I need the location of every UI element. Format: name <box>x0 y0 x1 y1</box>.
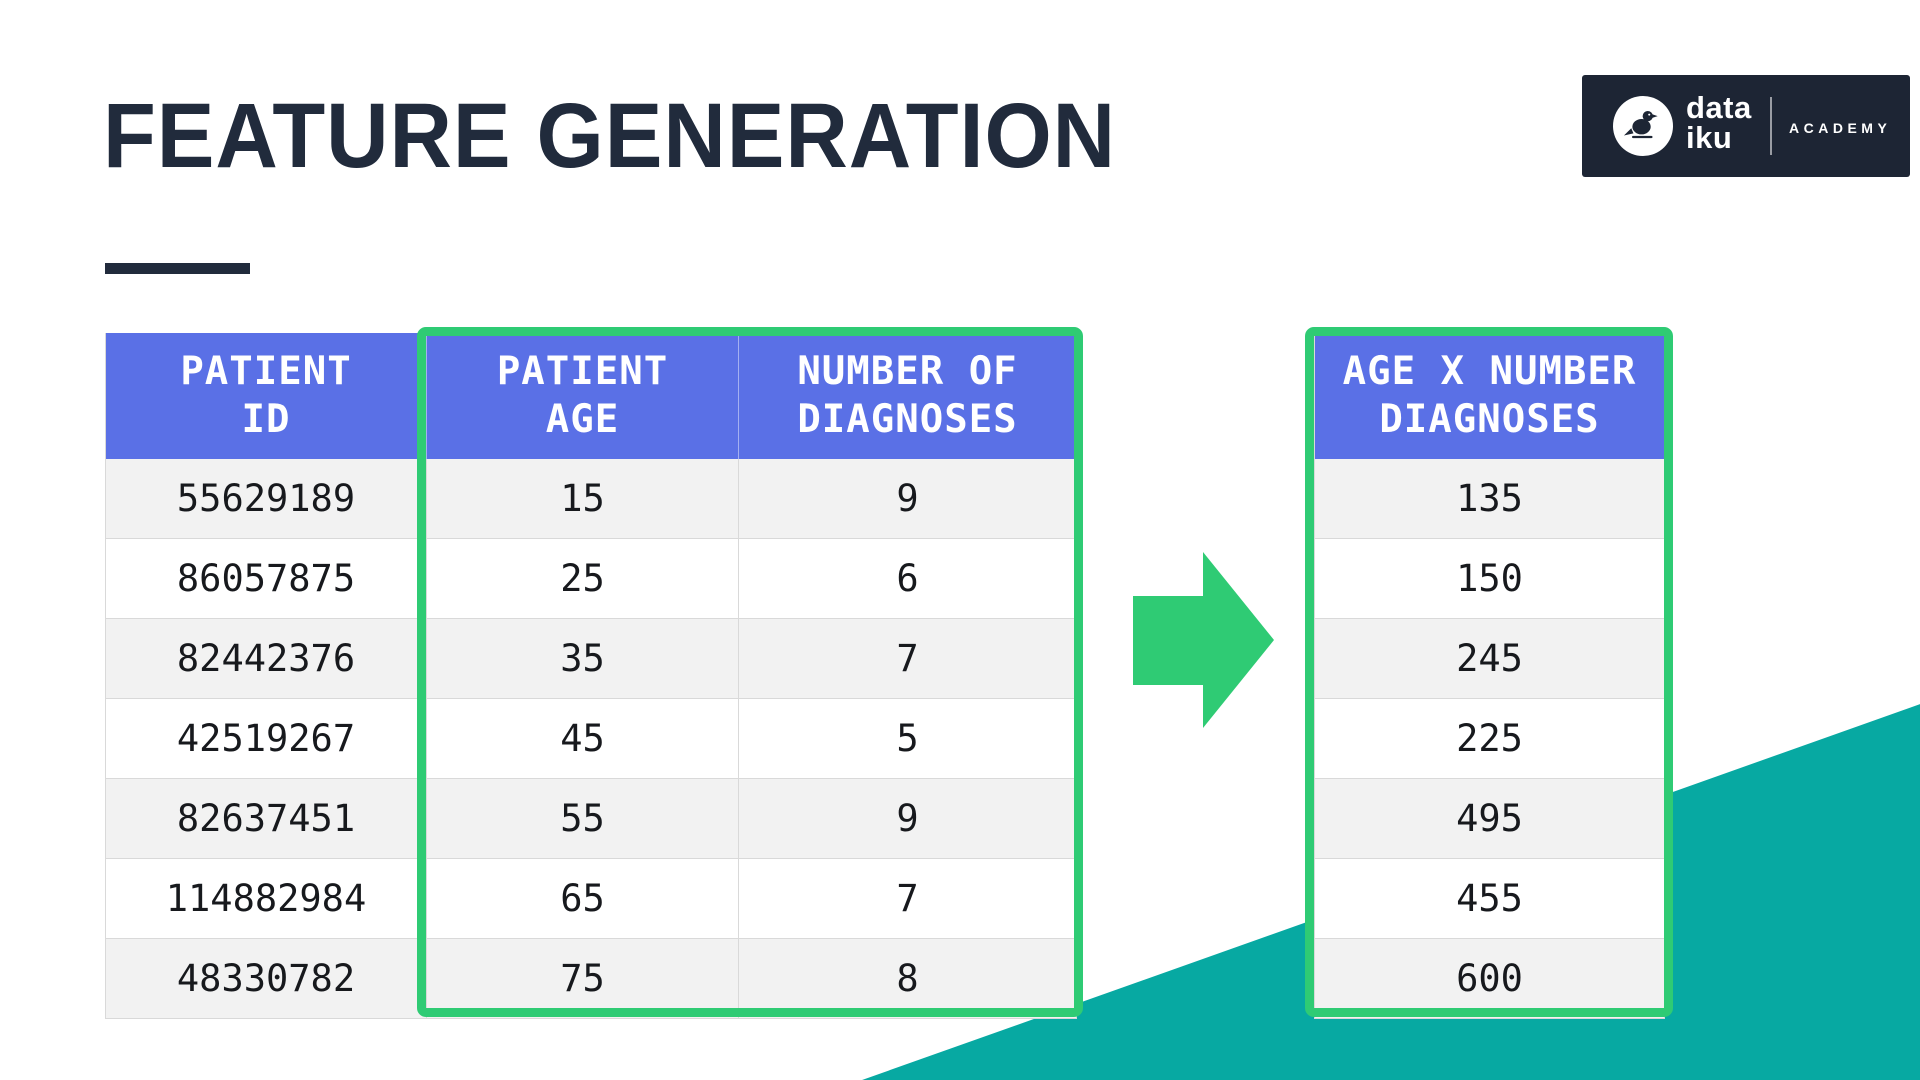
logo-academy-label: ACADEMY <box>1789 120 1892 136</box>
arrow-head <box>1203 552 1274 728</box>
cell-patient-id: 82637451 <box>106 779 426 859</box>
dataiku-bird-icon <box>1623 110 1658 139</box>
table-row: 42519267 45 5 <box>106 699 1076 779</box>
cell-num-diagnoses: 7 <box>738 619 1076 699</box>
cell-patient-age: 25 <box>426 539 738 619</box>
table-row: 82637451 55 9 <box>106 779 1076 859</box>
cell-patient-age: 15 <box>426 459 738 539</box>
cell-num-diagnoses: 5 <box>738 699 1076 779</box>
header-line: DIAGNOSES <box>797 397 1018 442</box>
cell-patient-id: 55629189 <box>106 459 426 539</box>
column-header-age-x-number-diagnoses: AGE X NUMBER DIAGNOSES <box>1315 333 1664 459</box>
logo-word-top: data <box>1686 90 1752 125</box>
table-row: 135 <box>1315 459 1664 539</box>
arrow-shaft <box>1133 596 1205 685</box>
cell-num-diagnoses: 6 <box>738 539 1076 619</box>
result-table: AGE X NUMBER DIAGNOSES 135 150 245 225 4… <box>1314 333 1665 1019</box>
cell-generated-feature: 135 <box>1315 459 1664 539</box>
cell-generated-feature: 495 <box>1315 779 1664 859</box>
cell-num-diagnoses: 7 <box>738 859 1076 939</box>
table-row: 495 <box>1315 779 1664 859</box>
cell-patient-age: 35 <box>426 619 738 699</box>
result-table-header-row: AGE X NUMBER DIAGNOSES <box>1315 333 1664 459</box>
highlight-box-selected-features <box>417 327 1083 1017</box>
cell-generated-feature: 150 <box>1315 539 1664 619</box>
cell-generated-feature: 600 <box>1315 939 1664 1019</box>
highlight-box-generated-feature <box>1305 327 1673 1017</box>
table-row: 55629189 15 9 <box>106 459 1076 539</box>
logo-divider <box>1770 97 1772 155</box>
cell-num-diagnoses: 9 <box>738 779 1076 859</box>
table-row: 245 <box>1315 619 1664 699</box>
table-row: 48330782 75 8 <box>106 939 1076 1019</box>
cell-patient-age: 75 <box>426 939 738 1019</box>
cell-generated-feature: 245 <box>1315 619 1664 699</box>
table-row: 600 <box>1315 939 1664 1019</box>
cell-patient-age: 65 <box>426 859 738 939</box>
cell-patient-age: 45 <box>426 699 738 779</box>
header-line: ID <box>241 397 291 442</box>
cell-patient-id: 48330782 <box>106 939 426 1019</box>
cell-patient-id: 86057875 <box>106 539 426 619</box>
cell-generated-feature: 225 <box>1315 699 1664 779</box>
header-line: PATIENT <box>180 349 352 395</box>
cell-num-diagnoses: 8 <box>738 939 1076 1019</box>
header-line: DIAGNOSES <box>1379 397 1600 442</box>
cell-patient-id: 42519267 <box>106 699 426 779</box>
logo-circle <box>1613 96 1673 156</box>
column-header-number-of-diagnoses: NUMBER OF DIAGNOSES <box>738 333 1076 459</box>
dataiku-academy-logo: data iku ACADEMY <box>1582 75 1910 177</box>
page-title: FEATURE GENERATION <box>103 85 1117 187</box>
column-header-patient-id: PATIENT ID <box>106 333 426 459</box>
source-table: PATIENT ID PATIENT AGE NUMBER OF DIAGNOS… <box>105 333 1077 1019</box>
column-header-patient-age: PATIENT AGE <box>426 333 738 459</box>
table-row: 86057875 25 6 <box>106 539 1076 619</box>
title-underline <box>105 263 250 274</box>
cell-num-diagnoses: 9 <box>738 459 1076 539</box>
cell-generated-feature: 455 <box>1315 859 1664 939</box>
cell-patient-id: 114882984 <box>106 859 426 939</box>
table-row: 82442376 35 7 <box>106 619 1076 699</box>
cell-patient-id: 82442376 <box>106 619 426 699</box>
source-table-header-row: PATIENT ID PATIENT AGE NUMBER OF DIAGNOS… <box>106 333 1076 459</box>
logo-wordmark: data iku <box>1686 90 1752 156</box>
table-row: 455 <box>1315 859 1664 939</box>
cell-patient-age: 55 <box>426 779 738 859</box>
logo-word-bottom: iku <box>1686 120 1733 156</box>
table-row: 114882984 65 7 <box>106 859 1076 939</box>
header-line: AGE X NUMBER <box>1342 349 1637 395</box>
header-line: PATIENT <box>496 349 669 395</box>
header-line: AGE <box>545 397 620 442</box>
table-row: 225 <box>1315 699 1664 779</box>
table-row: 150 <box>1315 539 1664 619</box>
header-line: NUMBER OF <box>797 349 1018 395</box>
